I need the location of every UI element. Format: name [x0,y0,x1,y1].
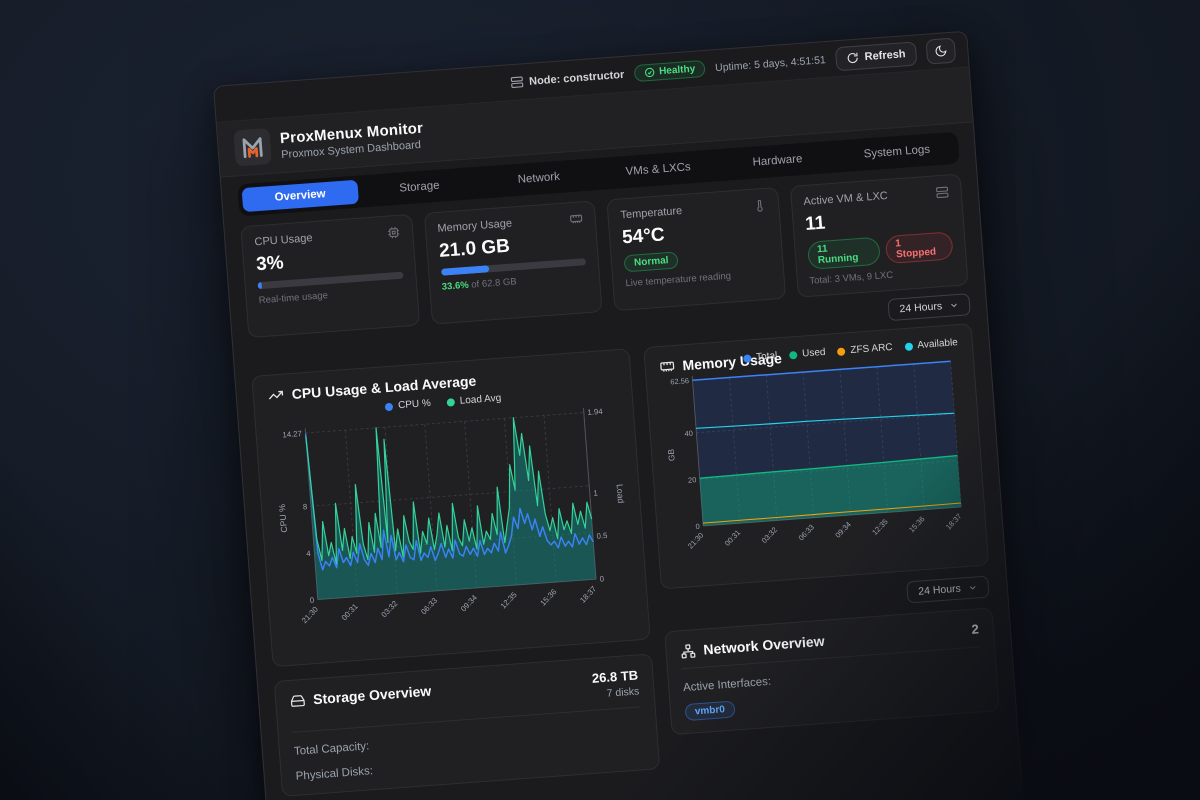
time-range-select-memory[interactable]: 24 Hours [906,575,990,604]
svg-text:00:31: 00:31 [723,528,742,548]
uptime-text: Uptime: 5 days, 4:51:51 [714,53,827,74]
app-logo [233,127,272,167]
memory-icon [659,361,674,372]
cpu-card-title: CPU Usage [254,232,313,249]
svg-text:0: 0 [695,522,700,531]
svg-text:12:35: 12:35 [499,590,519,611]
cpu-value: 3% [255,252,285,276]
svg-text:0.5: 0.5 [596,531,608,541]
tab-vms-lxcs[interactable]: VMs & LXCs [625,161,692,178]
temperature-status-badge: Normal [623,251,680,273]
health-badge: Healthy [633,59,706,83]
storage-title: Storage Overview [312,682,432,708]
chevron-down-icon [969,586,976,590]
trending-up-icon [268,390,284,400]
network-icon [681,643,696,659]
check-circle-icon [645,67,655,78]
interface-badge: vmbr0 [684,700,736,722]
svg-text:06:33: 06:33 [796,523,815,543]
svg-text:8: 8 [303,502,308,511]
cpu-load-chart-panel: CPU Usage & Load Average CPU % Load Avg … [251,348,651,668]
chevron-down-icon [951,303,957,308]
svg-text:15:36: 15:36 [907,515,926,535]
svg-text:18:37: 18:37 [944,512,963,532]
storage-disks-value: 7 disks [606,685,640,701]
svg-text:0: 0 [599,574,605,583]
svg-text:4: 4 [306,549,312,558]
time-range-select[interactable]: 24 Hours [887,293,971,322]
thermometer-icon [756,199,763,212]
theme-toggle-button[interactable] [925,37,957,65]
cpu-icon [387,227,399,239]
svg-text:03:32: 03:32 [379,599,399,619]
svg-text:00:31: 00:31 [340,602,360,622]
memory-chart: 21:30 00:31 03:32 06:33 09:34 12:35 15:36 18:37… [666,360,963,551]
cpu-load-chart: 21:30 00:31 03:32 06:33 09:34 12:35 15:36 18:37… [277,407,626,625]
storage-total-value: 26.8 TB [591,667,639,687]
svg-text:1: 1 [593,488,598,497]
active-vm-value: 11 [804,212,827,235]
storage-overview-panel: Storage Overview 26.8 TB 7 disks Total C… [273,653,661,798]
svg-text:21:30: 21:30 [686,531,705,551]
node-label: Node: constructor [528,68,625,88]
tab-system-logs[interactable]: System Logs [863,143,931,161]
svg-text:15:36: 15:36 [538,587,558,607]
memory-usage-card: Memory Usage 21.0 GB 33.6% of 62.8 GB [423,200,603,325]
memory-icon [570,214,583,224]
running-badge: 11 Running [806,236,881,270]
cpu-usage-card: CPU Usage 3% Real-time usage [240,213,420,339]
svg-text:0: 0 [309,596,315,605]
tab-overview[interactable]: Overview [241,179,359,213]
tab-hardware[interactable]: Hardware [752,153,803,169]
active-vm-caption: Total: 3 VMs, 9 LXC [809,269,894,287]
temperature-card-title: Temperature [620,204,683,222]
svg-text:03:32: 03:32 [759,525,778,545]
cpu-caption: Real-time usage [258,290,329,307]
svg-text:40: 40 [684,429,693,439]
svg-text:GB: GB [666,448,677,461]
node-indicator: Node: constructor [510,68,625,89]
temperature-card: Temperature 54°C Normal Live temperature… [606,186,786,312]
network-count: 2 [971,621,980,638]
server-icon [936,186,949,199]
hard-drive-icon [290,694,305,707]
memory-value: 21.0 GB [438,235,511,262]
active-vm-card-title: Active VM & LXC [803,189,889,209]
svg-text:18:37: 18:37 [578,584,598,604]
svg-text:09:34: 09:34 [459,593,479,614]
dashboard-window: Node: constructor Healthy Uptime: 5 days… [213,30,1033,800]
refresh-icon [847,52,858,63]
temperature-caption: Live temperature reading [625,270,732,290]
network-title: Network Overview [702,632,826,658]
tab-storage[interactable]: Storage [398,179,440,195]
svg-text:14.27: 14.27 [282,429,302,439]
svg-text:1.94: 1.94 [587,407,603,417]
memory-caption: 33.6% of 62.8 GB [441,276,518,293]
network-overview-panel: Network Overview 2 Active Interfaces: vm… [663,607,1000,736]
svg-text:20: 20 [687,475,696,485]
server-icon [510,76,523,88]
active-vm-card: Active VM & LXC 11 11 Running 1 Stopped … [789,173,969,298]
memory-card-title: Memory Usage [437,217,513,235]
temperature-value: 54°C [621,224,666,249]
svg-text:21:30: 21:30 [300,604,320,625]
svg-text:06:33: 06:33 [419,596,439,616]
proxmenux-logo-icon [242,137,263,159]
moon-icon [935,45,947,57]
svg-text:CPU %: CPU % [277,504,289,533]
svg-text:12:35: 12:35 [870,517,889,537]
svg-text:62.56: 62.56 [670,376,689,386]
refresh-button[interactable]: Refresh [834,40,918,71]
stopped-badge: 1 Stopped [884,231,954,265]
svg-text:09:34: 09:34 [833,520,852,540]
memory-chart-panel: Memory Usage Total Used ZFS ARC Availabl… [643,323,990,590]
tab-network[interactable]: Network [517,170,561,186]
svg-text:Load: Load [615,484,626,504]
